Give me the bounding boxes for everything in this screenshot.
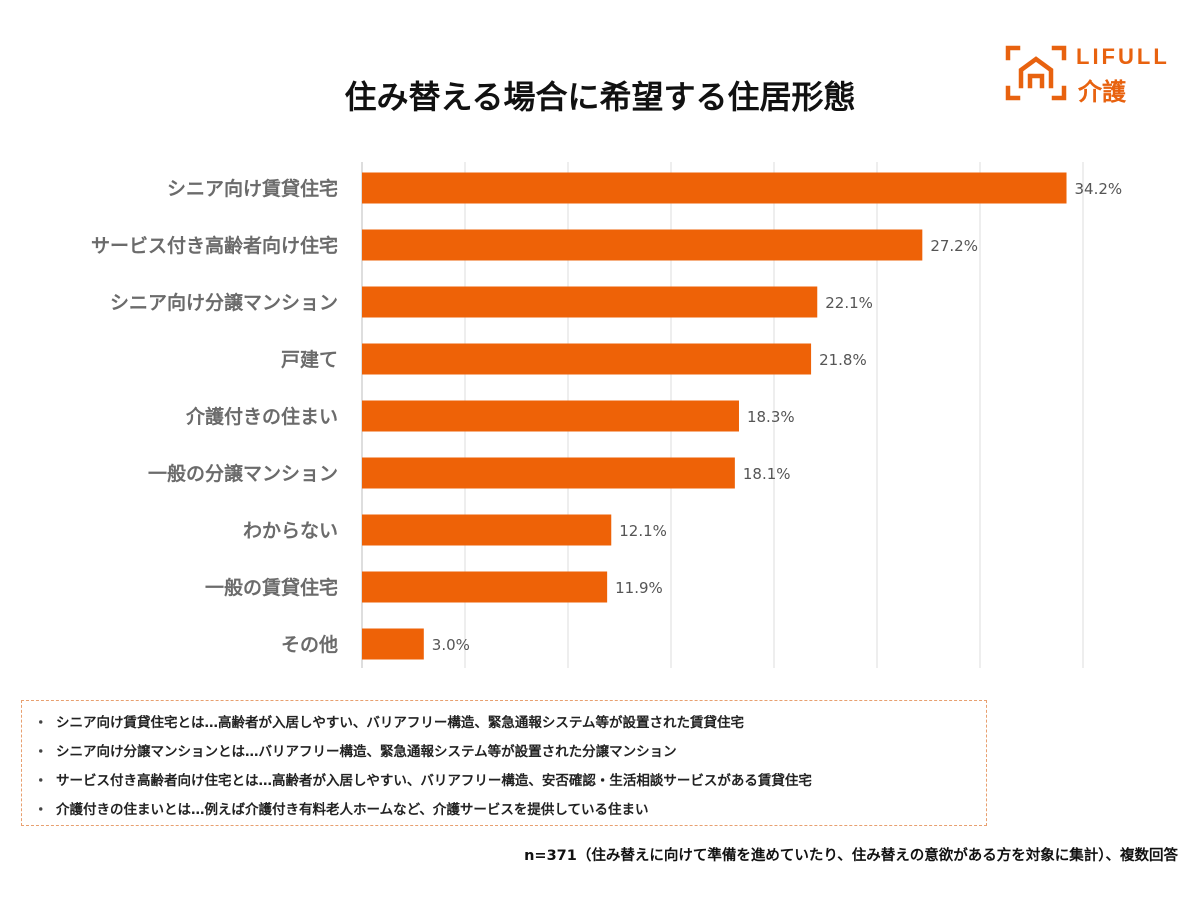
bar [362,172,1067,204]
bullet: ・ [34,773,48,789]
value-label: 22.1% [825,294,873,312]
bar [362,457,735,489]
value-label: 27.2% [930,237,978,255]
category-label: シニア向け賃貸住宅 [167,177,338,200]
value-label: 21.8% [819,351,867,369]
note-item: ・介護付きの住まいとは…例えば介護付き有料老人ホームなど、介護サービスを提供して… [34,796,976,825]
category-label: シニア向け分譲マンション [110,291,338,314]
bar [362,400,739,432]
lifull-kaigo-logo: LIFULL 介護 [1004,44,1167,106]
bar [362,514,612,546]
value-labels: 34.2% 27.2% 22.1% 21.8% 18.3% 18.1% 12.1% 11.9%… [432,180,1122,654]
note-text: シニア向け賃貸住宅とは…高齢者が入居しやすい、バリアフリー構造、緊急通報システム… [56,715,744,731]
logo-text-kaigo: 介護 [1078,78,1126,106]
bar [362,229,923,261]
category-label: 戸建て [281,348,338,371]
house-frame-icon [1005,45,1067,101]
value-label: 18.1% [743,465,791,483]
sample-size-note: n=371（住み替えに向けて準備を進めていたり、住み替えの意欲がある方を対象に集… [524,848,1178,864]
bar [362,286,818,318]
note-item: ・シニア向け賃貸住宅とは…高齢者が入居しやすい、バリアフリー構造、緊急通報システ… [34,709,976,738]
chart-bars [362,172,1067,660]
bullet: ・ [34,715,48,731]
chart-title: 住み替える場合に希望する住居形態 [344,78,856,116]
category-label: その他 [281,633,338,656]
note-text: サービス付き高齢者向け住宅とは…高齢者が入居しやすい、バリアフリー構造、安否確認… [56,773,812,789]
note-item: ・シニア向け分譲マンションとは…バリアフリー構造、緊急通報システム等が設置された… [34,738,976,767]
category-label: サービス付き高齢者向け住宅 [91,234,338,257]
value-label: 11.9% [615,579,663,597]
value-label: 12.1% [619,522,667,540]
value-label: 34.2% [1075,180,1123,198]
bullet: ・ [34,802,48,818]
category-label: わからない [243,520,338,542]
bar [362,343,812,375]
note-text: 介護付きの住まいとは…例えば介護付き有料老人ホームなど、介護サービスを提供してい… [56,802,649,818]
note-text: シニア向け分譲マンションとは…バリアフリー構造、緊急通報システム等が設置された分… [56,744,677,760]
value-label: 18.3% [747,408,795,426]
note-item: ・サービス付き高齢者向け住宅とは…高齢者が入居しやすい、バリアフリー構造、安否確… [34,767,976,796]
category-labels: シニア向け賃貸住宅サービス付き高齢者向け住宅シニア向け分譲マンション戸建て介護付… [91,177,338,656]
definitions-box: ・シニア向け賃貸住宅とは…高齢者が入居しやすい、バリアフリー構造、緊急通報システ… [21,700,987,826]
bar [362,628,424,660]
category-label: 介護付きの住まい [185,405,338,428]
value-label: 3.0% [432,636,470,654]
category-label: 一般の分譲マンション [148,462,338,485]
bullet: ・ [34,744,48,760]
category-label: 一般の賃貸住宅 [205,576,338,599]
logo-text-lifull: LIFULL [1076,44,1170,69]
bar-chart: シニア向け賃貸住宅サービス付き高齢者向け住宅シニア向け分譲マンション戸建て介護付… [91,162,1122,668]
bar [362,571,608,603]
